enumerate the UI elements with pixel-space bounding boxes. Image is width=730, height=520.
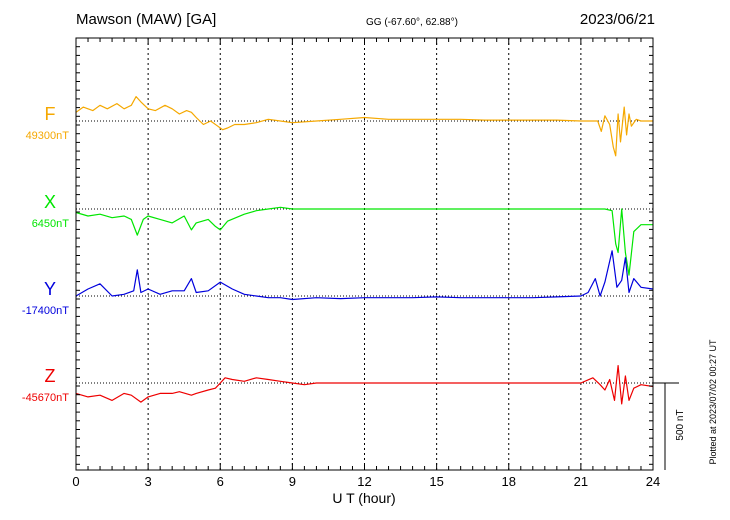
x-axis-label: U T (hour) [332, 490, 395, 506]
x-tick-label: 24 [646, 474, 660, 489]
chart-date: 2023/06/21 [580, 11, 655, 28]
x-tick-label: 21 [574, 474, 588, 489]
x-tick-label: 12 [357, 474, 371, 489]
x-tick-label: 3 [145, 474, 152, 489]
plotted-timestamp: Plotted at 2023/07/02 00:27 UT [708, 339, 718, 465]
x-tick-label: 9 [289, 474, 296, 489]
chart-title: Mawson (MAW) [GA] [76, 11, 216, 28]
series-name-x: X [44, 192, 56, 212]
series-line-x [75, 206, 653, 276]
x-tick-label: 18 [502, 474, 516, 489]
series-baseline-z: -45670nT [22, 392, 69, 404]
series-baseline-x: 6450nT [32, 218, 70, 230]
x-tick-label: 6 [217, 474, 224, 489]
station-coordinates: GG (-67.60°, 62.88°) [366, 17, 458, 28]
series-name-z: Z [45, 366, 56, 386]
series-baseline-y: -17400nT [22, 305, 69, 317]
series-line-z [75, 365, 654, 405]
x-tick-labels: 0 3 6 9 12 15 18 21 24 [72, 474, 660, 489]
scale-bar-label: 500 nT [675, 409, 686, 440]
series-baseline-f: 49300nT [26, 130, 70, 142]
x-tick-label: 0 [72, 474, 79, 489]
scale-bar: 500 nT [653, 382, 686, 470]
series-name-y: Y [44, 279, 56, 299]
series-line-y [75, 250, 654, 301]
grid-lines [147, 38, 582, 470]
series-line-f [75, 95, 653, 157]
minor-ticks [75, 37, 654, 470]
series-name-f: F [45, 104, 56, 124]
series-lines [75, 95, 654, 405]
series-labels: F 49300nT X 6450nT Y -17400nT Z -45670nT [22, 104, 69, 404]
x-tick-label: 15 [429, 474, 443, 489]
plot-frame [75, 37, 654, 471]
